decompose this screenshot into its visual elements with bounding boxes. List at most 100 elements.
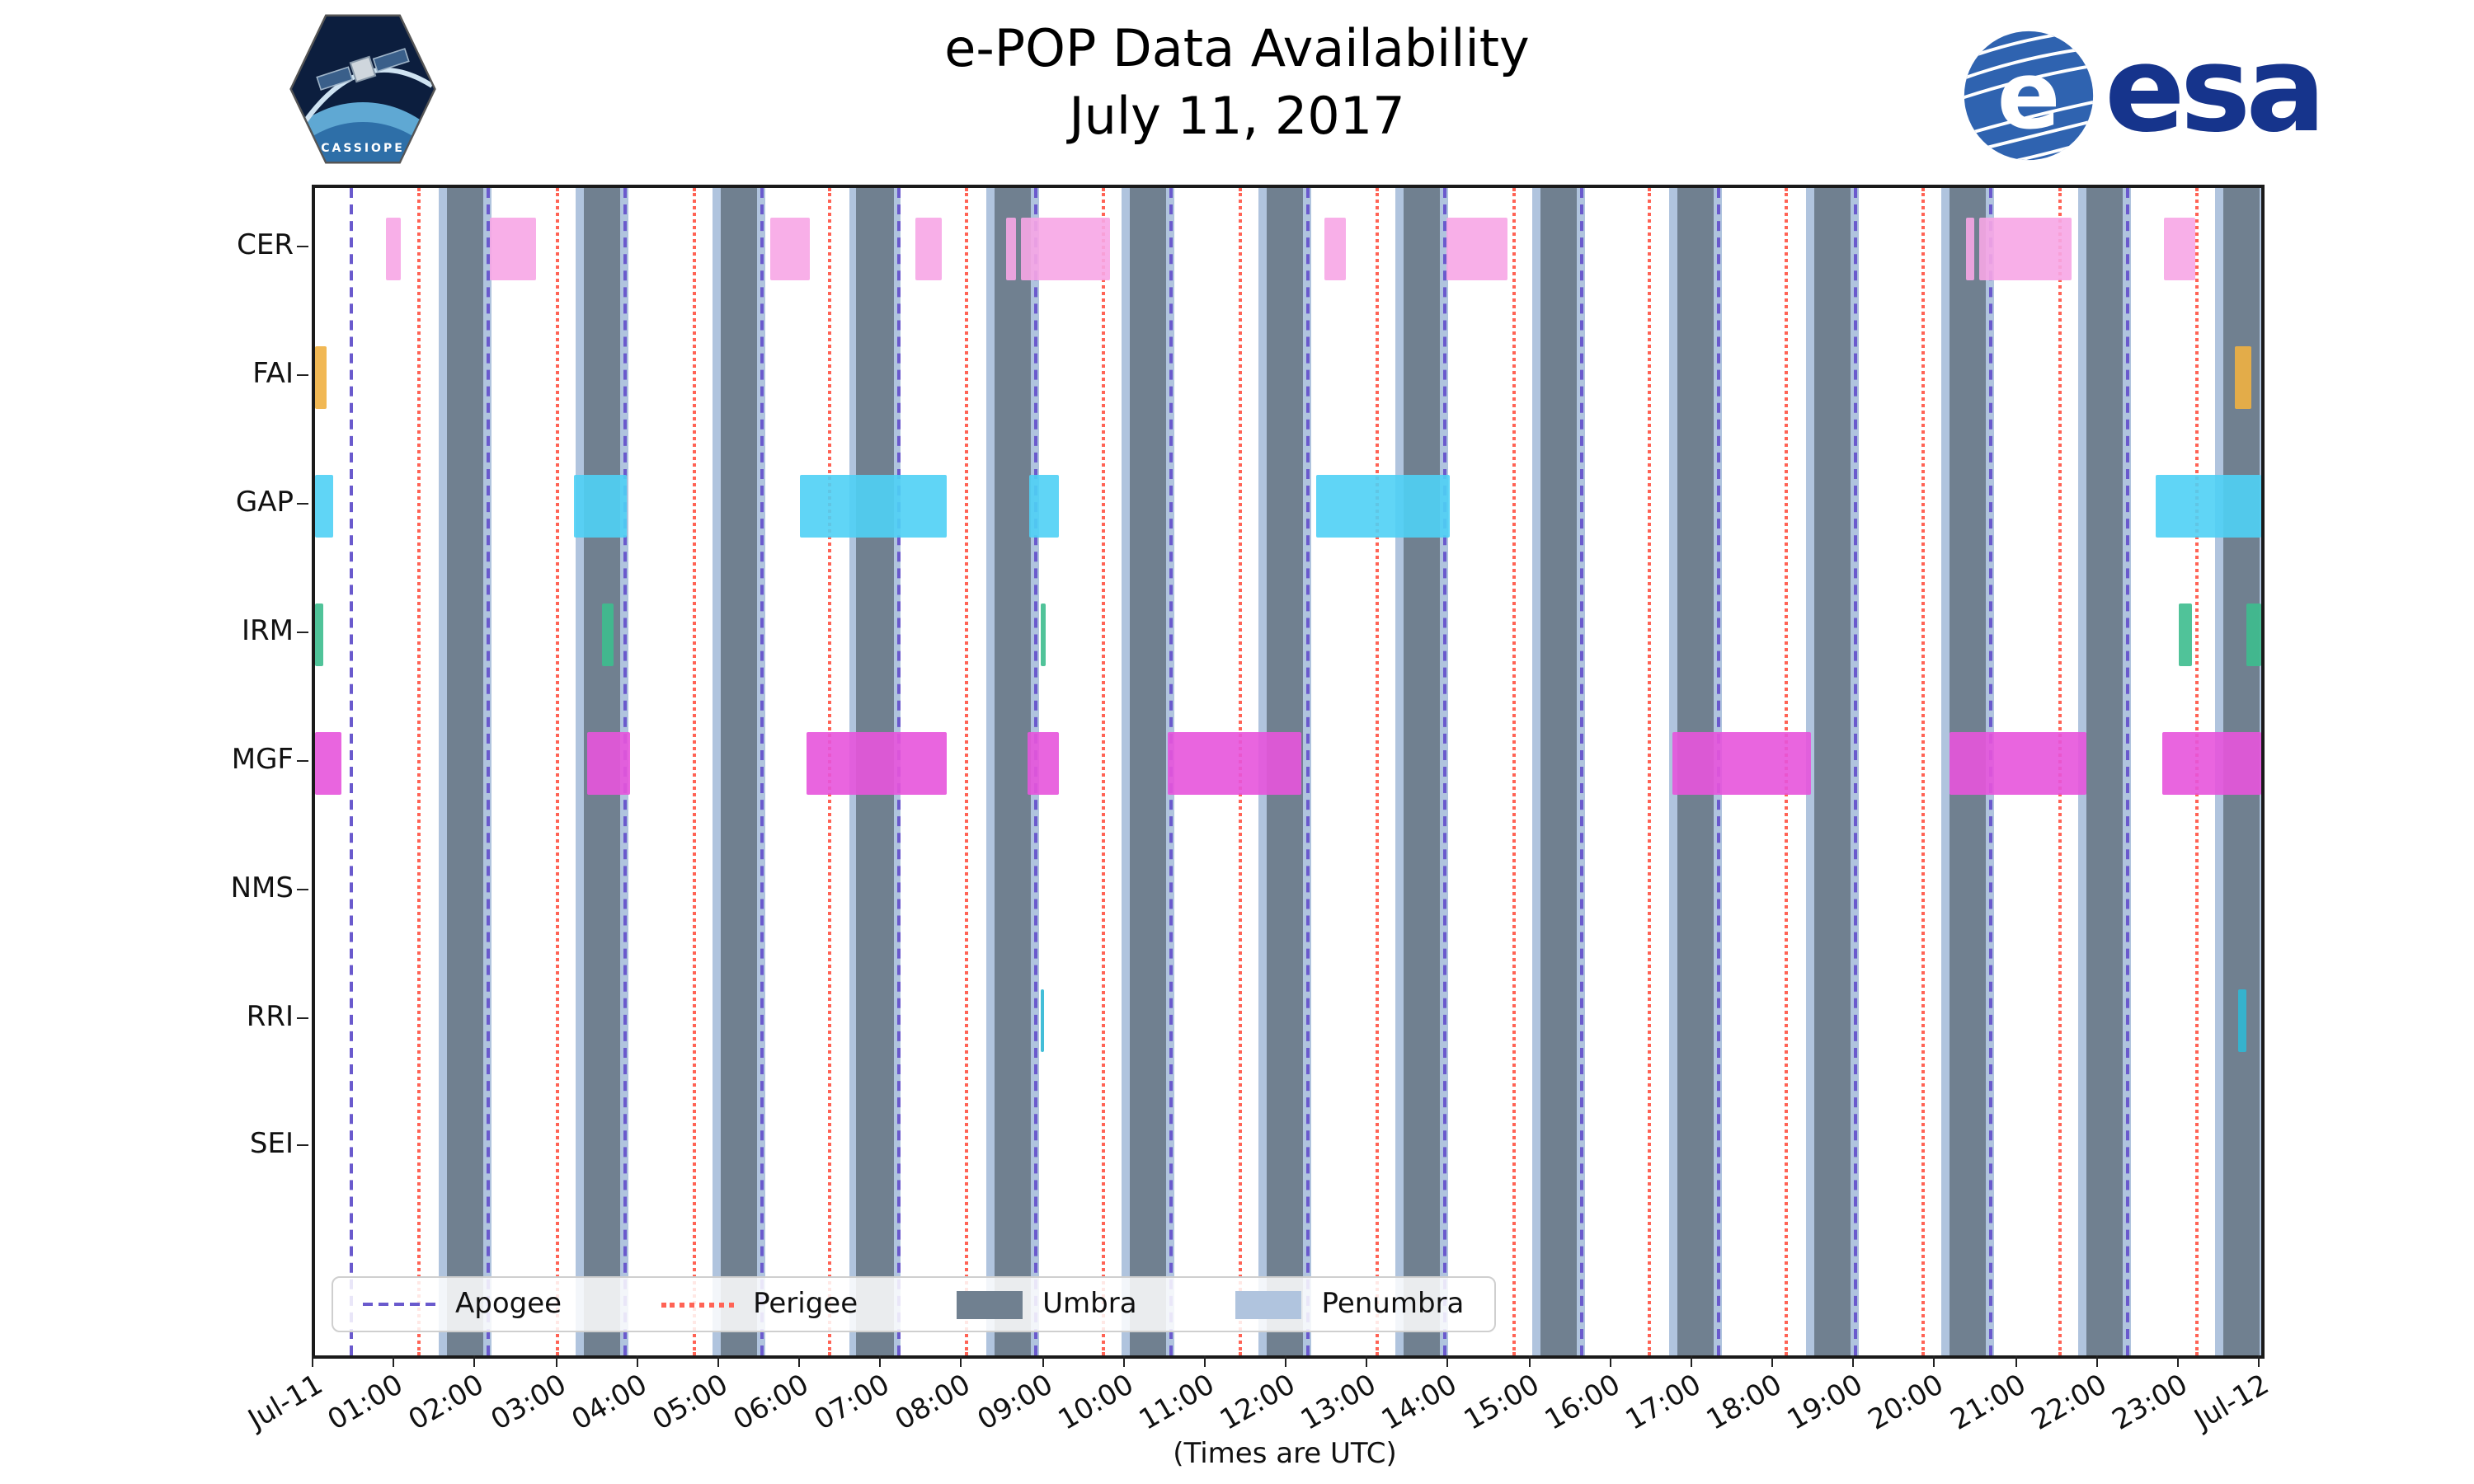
cassiope-patch-logo: CASSIOPE (289, 14, 436, 164)
legend-label-perigee: Perigee (753, 1288, 858, 1321)
esa-globe-icon: e (1959, 28, 2098, 165)
legend: Apogee Perigee Umbra Penumbra (332, 1276, 1496, 1332)
apogee-line (1442, 188, 1446, 1355)
x-axis-label: (Times are UTC) (1173, 1438, 1397, 1471)
availability-bar-cer (1005, 217, 1016, 280)
svg-text:e: e (1997, 41, 2061, 150)
availability-bar-irm (315, 603, 323, 666)
availability-bar-rri (2238, 989, 2247, 1052)
x-tick-label: 22:00 (2025, 1369, 2113, 1438)
y-tick (297, 888, 308, 890)
legend-swatch-penumbra (1235, 1290, 1302, 1318)
y-tick-label-rri: RRI (246, 1000, 294, 1034)
perigee-line (555, 188, 559, 1355)
availability-bar-mgf (315, 731, 342, 795)
legend-label-umbra: Umbra (1042, 1288, 1137, 1321)
legend-label-penumbra: Penumbra (1321, 1288, 1465, 1321)
availability-bar-gap (1028, 474, 1060, 538)
y-tick-label-irm: IRM (242, 614, 294, 648)
x-tick-label: 17:00 (1620, 1369, 1707, 1438)
perigee-line (692, 188, 696, 1355)
availability-bar-mgf (1672, 731, 1811, 795)
y-tick (297, 502, 308, 505)
perigee-line (1375, 188, 1379, 1355)
apogee-line (1579, 188, 1583, 1355)
availability-bar-gap (2156, 474, 2261, 538)
perigee-line (1101, 188, 1105, 1355)
availability-bar-gap (574, 474, 628, 538)
availability-bar-cer (915, 217, 942, 280)
availability-bar-cer (2164, 217, 2195, 280)
x-tick-label: 16:00 (1539, 1369, 1626, 1438)
umbra-band (994, 188, 1031, 1355)
perigee-line (417, 188, 421, 1355)
apogee-line (2126, 188, 2130, 1355)
legend-swatch-apogee (363, 1303, 435, 1306)
availability-bar-cer (386, 217, 402, 280)
perigee-line (965, 188, 969, 1355)
x-tick-label: 06:00 (728, 1369, 815, 1438)
x-tick-label: 08:00 (890, 1369, 977, 1438)
apogee-line (350, 188, 354, 1355)
availability-bar-mgf (2162, 731, 2261, 795)
y-tick (297, 1017, 308, 1019)
apogee-line (1306, 188, 1310, 1355)
availability-bar-cer (1020, 217, 1110, 280)
x-tick-label: 01:00 (322, 1369, 410, 1438)
availability-bar-cer (1966, 217, 1974, 280)
x-tick-label: Jul-12 (2189, 1369, 2274, 1437)
satellite-icon (316, 48, 410, 91)
x-tick-label: 04:00 (566, 1369, 653, 1438)
x-tick-label: 20:00 (1863, 1369, 1950, 1438)
x-tick-label: 12:00 (1215, 1369, 1301, 1438)
y-tick (297, 759, 308, 762)
chart-title: e-POP Data Availability (944, 20, 1530, 79)
y-tick (297, 631, 308, 633)
x-tick-label: 02:00 (403, 1369, 491, 1438)
cassiope-patch-label: CASSIOPE (321, 142, 405, 155)
apogee-line (1853, 188, 1857, 1355)
availability-bar-gap (1316, 474, 1451, 538)
x-tick-label: Jul-11 (242, 1369, 328, 1437)
umbra-band (2086, 188, 2124, 1355)
availability-bar-fai (315, 345, 327, 409)
y-tick (297, 1144, 308, 1147)
legend-item-umbra: Umbra (957, 1288, 1137, 1321)
x-tick-label: 15:00 (1458, 1369, 1545, 1438)
availability-bar-irm (2246, 603, 2261, 666)
x-tick-label: 19:00 (1782, 1369, 1870, 1438)
legend-item-apogee: Apogee (363, 1288, 562, 1321)
availability-bar-cer (1324, 217, 1347, 280)
availability-bar-mgf (806, 731, 948, 795)
umbra-band (720, 188, 757, 1355)
umbra-band (1130, 188, 1167, 1355)
x-tick-label: 11:00 (1133, 1369, 1221, 1438)
y-tick-label-mgf: MGF (231, 743, 294, 777)
legend-item-perigee: Perigee (661, 1288, 858, 1321)
perigee-line (1512, 188, 1516, 1355)
legend-swatch-perigee (661, 1302, 734, 1307)
umbra-band (1540, 188, 1578, 1355)
x-tick-label: 21:00 (1945, 1369, 2031, 1438)
y-tick-label-cer: CER (237, 228, 294, 262)
x-tick-label: 03:00 (485, 1369, 571, 1438)
x-tick-label: 10:00 (1052, 1369, 1140, 1438)
availability-bar-irm (1040, 603, 1047, 666)
availability-bar-gap (315, 474, 333, 538)
umbra-band (446, 188, 483, 1355)
perigee-line (1921, 188, 1925, 1355)
x-tick-label: 07:00 (809, 1369, 896, 1438)
apogee-line (487, 188, 491, 1355)
availability-bar-rri (1040, 989, 1045, 1052)
x-tick-label: 14:00 (1376, 1369, 1464, 1438)
availability-bar-cer (1978, 217, 2072, 280)
x-tick-label: 05:00 (647, 1369, 734, 1438)
legend-swatch-umbra (957, 1290, 1023, 1318)
y-tick (297, 373, 308, 376)
y-tick-label-sei: SEI (249, 1128, 294, 1162)
y-tick-label-fai: FAI (252, 357, 294, 391)
umbra-band (1813, 188, 1851, 1355)
x-tick-label: 09:00 (971, 1369, 1058, 1438)
availability-bar-mgf (1027, 731, 1060, 795)
